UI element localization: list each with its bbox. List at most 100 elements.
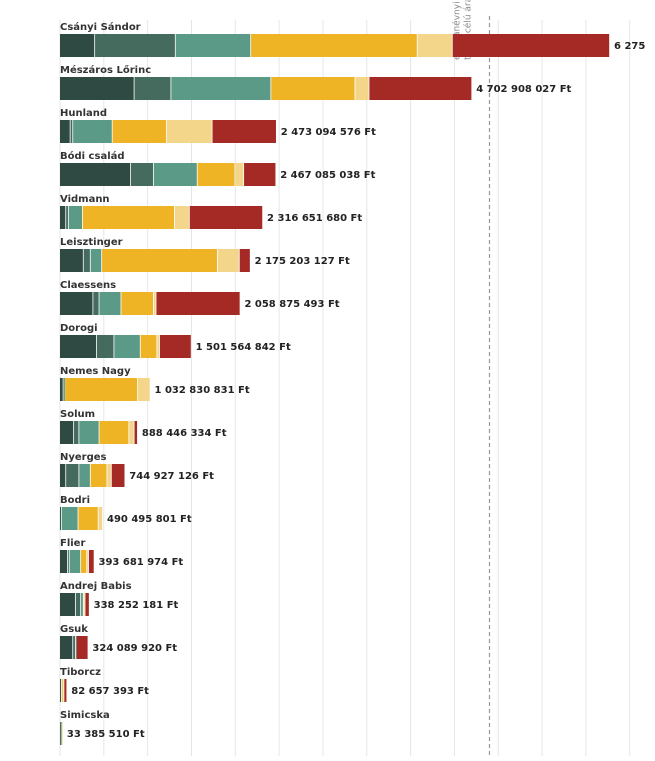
bar-segment xyxy=(60,77,134,100)
bar-segment xyxy=(64,679,67,702)
bar-segment xyxy=(69,550,81,573)
bar-segment xyxy=(217,249,239,272)
bar-segment xyxy=(60,421,74,444)
bar-segment xyxy=(102,249,217,272)
bar-segment xyxy=(61,507,78,530)
bar-segment xyxy=(82,206,175,229)
total-label: 338 252 181 Ft xyxy=(94,600,179,611)
bar-segment xyxy=(189,206,263,229)
total-label: 6 275 xyxy=(614,41,645,52)
bar-segment xyxy=(73,636,75,659)
bar-segment xyxy=(60,206,66,229)
bar-segment xyxy=(60,550,68,573)
bar-segment xyxy=(369,77,472,100)
bar-segment xyxy=(112,120,167,143)
total-label: 324 089 920 Ft xyxy=(92,643,177,654)
bar-segment xyxy=(96,335,114,358)
bar-segment xyxy=(60,507,61,530)
company-row: Nyerges 744 927 126 Ft xyxy=(60,452,214,487)
company-name: Dorogi xyxy=(60,323,98,334)
gridlines xyxy=(59,20,631,756)
bar-segment xyxy=(75,636,77,659)
bar-segment xyxy=(68,206,82,229)
company-row: Nemes Nagy 1 032 830 831 Ft xyxy=(60,366,250,401)
company-name: Hunland xyxy=(60,108,107,119)
bar-segment xyxy=(212,120,276,143)
bar-segment xyxy=(134,421,138,444)
bar-segment xyxy=(60,249,83,272)
company-name: Csányi Sándor xyxy=(60,21,141,33)
bar-segment xyxy=(235,163,244,186)
bar-segment xyxy=(355,77,369,100)
company-row: Tiborcz 82 657 393 Ft xyxy=(60,667,149,702)
company-row: Bodri 490 495 801 Ft xyxy=(60,495,192,530)
company-name: Solum xyxy=(60,409,95,420)
bar-segment xyxy=(174,206,189,229)
reference-line-group: egy tanévnyi sarkvizsga teremcélú ára xyxy=(451,0,491,758)
bar-segment xyxy=(111,464,125,487)
bar-segment xyxy=(64,378,66,401)
company-name: Tiborcz xyxy=(60,667,101,678)
bar-segment xyxy=(157,335,160,358)
bar-segment xyxy=(93,292,99,315)
bar-segment xyxy=(239,249,250,272)
total-label: 1 501 564 842 Ft xyxy=(196,342,291,353)
bar-segment xyxy=(74,421,79,444)
reference-line-label: teremcélú ára xyxy=(462,0,473,60)
total-label: 4 702 908 027 Ft xyxy=(476,84,571,95)
bar-segment xyxy=(251,34,417,57)
total-label: 2 175 203 127 Ft xyxy=(255,256,350,267)
company-name: Leisztinger xyxy=(60,237,123,248)
bar-segment xyxy=(90,249,102,272)
company-row: Claessens 2 058 875 493 Ft xyxy=(60,280,340,315)
bar-segment xyxy=(138,378,150,401)
bar-segment xyxy=(98,507,103,530)
bar-segment xyxy=(88,550,94,573)
company-row: Csányi Sándor 6 275 xyxy=(60,21,645,57)
bar-segment xyxy=(60,34,95,57)
total-label: 490 495 801 Ft xyxy=(107,514,192,525)
bar-segment xyxy=(73,120,112,143)
bar-segment xyxy=(60,679,61,702)
bar-segment xyxy=(114,335,140,358)
bar-segment xyxy=(60,636,73,659)
bar-segment xyxy=(129,421,134,444)
bar-segment xyxy=(99,421,129,444)
bar-segment xyxy=(65,378,138,401)
bar-segment xyxy=(452,34,610,57)
bar-segment xyxy=(83,249,90,272)
total-label: 744 927 126 Ft xyxy=(129,471,214,482)
company-name: Simicska xyxy=(60,710,110,721)
bar-rows: Csányi Sándor 6 275 Mészáros Lőrinc 4 702 9… xyxy=(60,21,645,745)
company-name: Andrej Babis xyxy=(60,581,132,592)
bar-segment xyxy=(60,335,97,358)
company-name: Nemes Nagy xyxy=(60,366,131,377)
bar-segment xyxy=(153,163,197,186)
company-name: Gsuk xyxy=(60,624,88,635)
bar-segment xyxy=(81,593,83,616)
bar-segment xyxy=(271,77,355,100)
bar-segment xyxy=(95,34,175,57)
bar-segment xyxy=(60,163,131,186)
bar-segment xyxy=(66,464,79,487)
bar-segment xyxy=(134,77,171,100)
company-name: Vidmann xyxy=(60,194,110,205)
bar-segment xyxy=(60,722,62,745)
bar-segment xyxy=(107,464,111,487)
company-name: Flier xyxy=(60,538,85,549)
bar-segment xyxy=(60,120,70,143)
total-label: 33 385 510 Ft xyxy=(67,729,145,740)
bar-segment xyxy=(60,378,63,401)
bar-segment xyxy=(85,593,89,616)
bar-segment xyxy=(60,464,66,487)
total-label: 393 681 974 Ft xyxy=(99,557,184,568)
bar-segment xyxy=(153,292,156,315)
company-name: Nyerges xyxy=(60,452,107,463)
company-name: Mészáros Lőrinc xyxy=(60,64,151,76)
company-name: Bodri xyxy=(60,495,90,506)
bar-segment xyxy=(79,421,99,444)
company-row: Flier 393 681 974 Ft xyxy=(60,538,183,573)
bar-segment xyxy=(70,120,73,143)
bar-segment xyxy=(99,292,121,315)
bar-segment xyxy=(171,77,271,100)
